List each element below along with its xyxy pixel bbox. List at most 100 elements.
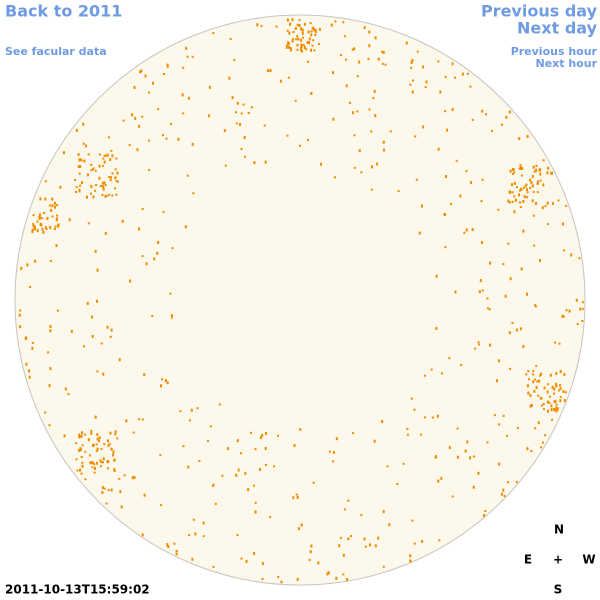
facula (532, 191, 535, 193)
facula (296, 495, 299, 499)
facula (570, 253, 573, 257)
facula (100, 461, 103, 464)
facula (53, 201, 56, 205)
facula (558, 342, 561, 345)
facula (134, 116, 137, 120)
facula (80, 456, 83, 458)
facula (565, 204, 568, 207)
facula (104, 194, 107, 198)
facula (100, 342, 103, 345)
facula (498, 462, 501, 466)
facula (112, 450, 115, 454)
facula (579, 307, 582, 311)
previous-day-link[interactable]: Previous day (481, 2, 598, 21)
facula (19, 309, 22, 312)
facula (288, 45, 290, 49)
compass-west: W (582, 553, 595, 567)
facula (96, 433, 99, 437)
facula (269, 69, 272, 73)
facula (291, 39, 294, 43)
facula (542, 159, 545, 162)
facula (520, 267, 523, 271)
facula (511, 191, 514, 194)
facula (208, 85, 211, 89)
facula (477, 471, 480, 475)
facula (114, 187, 117, 190)
facula (555, 403, 558, 406)
facula (111, 154, 114, 158)
facula (244, 155, 246, 158)
facula (481, 178, 484, 181)
facula (261, 578, 264, 580)
facula (285, 44, 288, 47)
facula (422, 125, 425, 129)
facula (575, 298, 578, 302)
facula (444, 110, 447, 113)
facula (98, 153, 101, 156)
facula (547, 166, 550, 170)
facula (198, 460, 201, 462)
facula (506, 434, 508, 437)
previous-hour-link[interactable]: Previous hour (511, 45, 598, 58)
facula (515, 328, 518, 332)
facula (95, 184, 98, 186)
facula (563, 372, 566, 376)
facula (264, 160, 267, 164)
facula (507, 242, 510, 245)
facula (293, 444, 296, 448)
facula (513, 210, 516, 214)
facula (558, 389, 561, 392)
facula (383, 148, 385, 152)
facula (260, 25, 263, 28)
facula (108, 193, 110, 196)
facula (91, 334, 94, 338)
facula (515, 481, 518, 483)
facula (328, 450, 331, 453)
facula (413, 408, 416, 411)
facula (369, 543, 371, 547)
facula (533, 389, 536, 393)
facula (108, 136, 110, 139)
facula (332, 117, 335, 121)
facula (500, 492, 503, 496)
facula (49, 367, 52, 371)
facula (368, 44, 371, 48)
facula (529, 404, 532, 408)
facula (54, 225, 57, 228)
facula (382, 510, 385, 514)
facula (382, 565, 385, 568)
facula (97, 440, 100, 443)
next-hour-link[interactable]: Next hour (536, 57, 598, 70)
facula (465, 170, 468, 173)
facula (332, 71, 334, 75)
facula (95, 443, 98, 446)
next-day-link[interactable]: Next day (517, 19, 598, 38)
facula (415, 178, 418, 181)
facula (576, 323, 579, 325)
facula (98, 164, 101, 168)
facula (43, 212, 46, 214)
facula (51, 204, 54, 208)
facula (307, 30, 310, 34)
facula (303, 46, 306, 49)
facula (539, 372, 542, 376)
facula (166, 63, 169, 67)
facula (389, 130, 392, 133)
facula (44, 180, 47, 183)
facula (92, 167, 95, 170)
facula (300, 43, 303, 46)
facula (434, 456, 437, 459)
back-link[interactable]: Back to 2011 (5, 2, 122, 21)
facula (384, 63, 387, 66)
facula (122, 119, 125, 122)
facula (254, 510, 257, 514)
facular-data-link[interactable]: See facular data (5, 45, 107, 58)
facula (92, 168, 94, 171)
facula (161, 378, 163, 381)
facula (519, 164, 522, 168)
facula (500, 123, 503, 126)
facula (56, 204, 59, 207)
facula (342, 553, 345, 557)
facula (236, 101, 239, 105)
facula (514, 198, 517, 202)
